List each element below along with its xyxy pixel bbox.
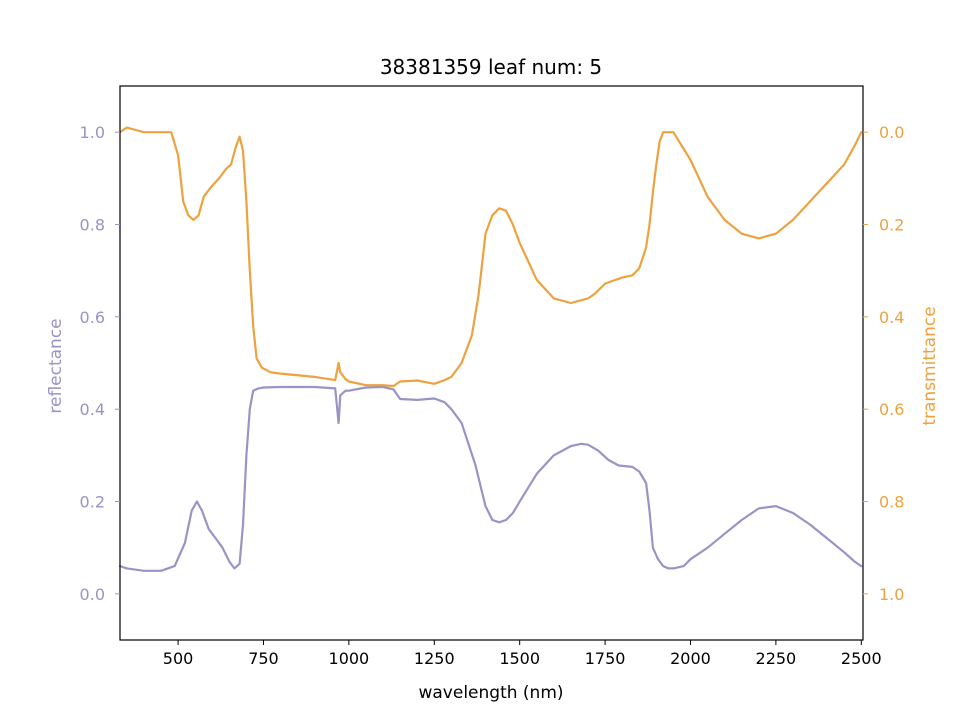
x-tick-label: 750 (248, 649, 279, 668)
y-right-tick-label: 0.4 (879, 308, 904, 327)
y-left-tick-label: 1.0 (80, 123, 105, 142)
y-right-tick-label: 1.0 (879, 585, 904, 604)
x-tick-label: 500 (163, 649, 194, 668)
y-left-axis-label: reflectance (46, 318, 66, 413)
y-left-tick-label: 0.8 (80, 216, 105, 235)
x-tick-label: 2250 (756, 649, 797, 668)
x-tick-label: 1250 (414, 649, 455, 668)
x-axis-label: wavelength (nm) (418, 683, 563, 703)
x-tick-label: 2500 (841, 649, 882, 668)
y-right-tick-label: 0.6 (879, 400, 904, 419)
x-tick-label: 1000 (329, 649, 370, 668)
series-line-transmittance (118, 126, 863, 388)
series-line-reflectance (118, 385, 863, 572)
y-right-tick-label: 0.0 (879, 123, 904, 142)
y-left-tick-label: 0.4 (80, 400, 105, 419)
plot-frame (119, 85, 864, 641)
y-right-tick-label: 0.8 (879, 493, 904, 512)
y-left-tick-label: 0.2 (80, 493, 105, 512)
chart-title: 38381359 leaf num: 5 (380, 55, 602, 79)
x-tick-label: 1750 (585, 649, 626, 668)
y-right-axis-label: transmittance (920, 306, 940, 425)
plot-area (118, 126, 863, 572)
x-tick-label: 2000 (670, 649, 711, 668)
y-left-tick-label: 0.0 (80, 585, 105, 604)
y-right-tick-label: 0.2 (879, 216, 904, 235)
x-tick-label: 1500 (499, 649, 540, 668)
axes: 500 750 1000 1250 1500 1750 2000 2250 2500 0.0 0.2… (80, 85, 904, 668)
y-left-tick-label: 0.6 (80, 308, 105, 327)
